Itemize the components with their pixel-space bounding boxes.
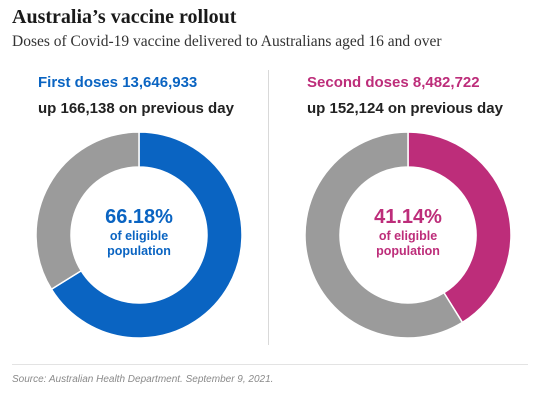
panel-divider (268, 70, 269, 345)
source-note: Source: Australian Health Department. Se… (12, 374, 274, 385)
first-doses-heading: First doses 13,646,933 (38, 74, 198, 91)
second-doses-center-line1: of eligible (378, 229, 438, 243)
second-doses-percent: 41.14% (374, 206, 442, 228)
donut-slice-remainder (304, 131, 464, 339)
first-doses-change: up 166,138 on previous day (38, 100, 234, 117)
first-doses-header: First doses 13,646,933 up 166,138 on pre… (38, 73, 234, 119)
second-doses-center-label: 41.14% of eligible population (338, 205, 478, 259)
donut-slice-remainder (35, 131, 140, 291)
first-doses-center-line1: of eligible (109, 229, 169, 243)
donut-slice-vaccinated (50, 131, 243, 339)
chart-subtitle: Doses of Covid-19 vaccine delivered to A… (12, 33, 442, 50)
second-doses-center-line2: population (376, 244, 440, 258)
second-doses-change: up 152,124 on previous day (307, 100, 503, 117)
second-doses-donut (304, 131, 512, 339)
second-doses-header: Second doses 8,482,722 up 152,124 on pre… (307, 73, 503, 119)
source-rule (12, 364, 528, 365)
second-doses-heading: Second doses 8,482,722 (307, 74, 480, 91)
chart-title: Australia’s vaccine rollout (12, 6, 237, 28)
first-doses-center-line2: population (107, 244, 171, 258)
first-doses-donut (35, 131, 243, 339)
first-doses-percent: 66.18% (105, 206, 173, 228)
first-doses-center-label: 66.18% of eligible population (69, 205, 209, 259)
donut-slice-vaccinated (407, 131, 512, 324)
